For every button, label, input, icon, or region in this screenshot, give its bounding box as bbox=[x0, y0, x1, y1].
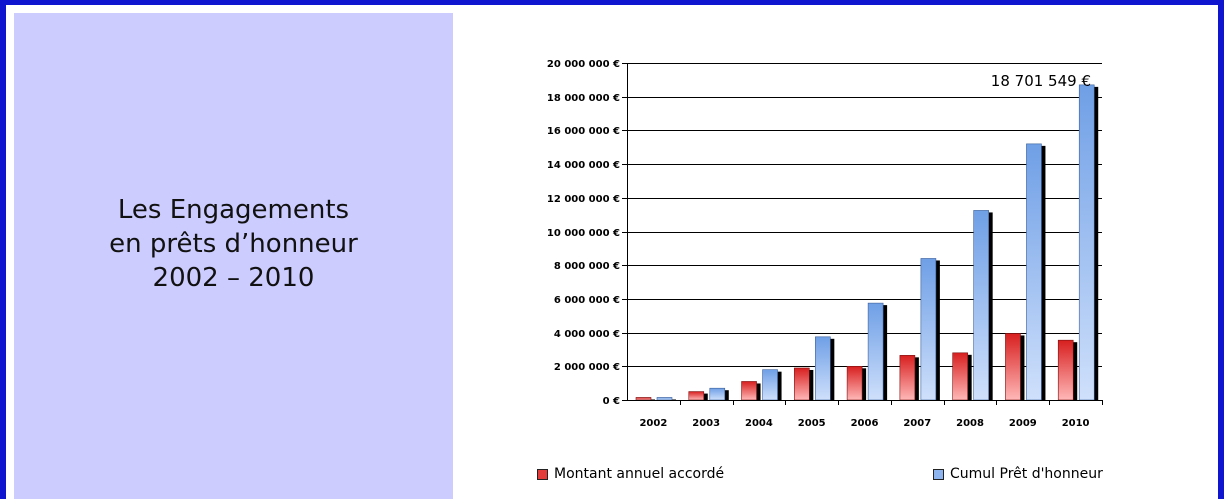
x-tick-label: 2006 bbox=[851, 418, 879, 429]
title-line-3: 2002 – 2010 bbox=[152, 263, 315, 293]
bar-cumul bbox=[815, 336, 831, 401]
y-tick-label: 16 000 000 € bbox=[547, 126, 620, 137]
x-tick-label: 2004 bbox=[745, 418, 773, 429]
y-tick-label: 6 000 000 € bbox=[554, 295, 620, 306]
legend-swatch-cumul bbox=[933, 468, 944, 480]
bar-annual bbox=[1057, 339, 1074, 401]
legend-label-annual: Montant annuel accordé bbox=[554, 466, 725, 482]
bar-annual bbox=[952, 352, 968, 401]
y-tick-label: 0 € bbox=[603, 396, 620, 407]
y-tick-label: 14 000 000 € bbox=[547, 160, 620, 171]
x-tick-label: 2003 bbox=[692, 418, 720, 429]
title-line-2: en prêts d’honneur bbox=[109, 229, 358, 259]
x-tick-label: 2008 bbox=[956, 418, 984, 429]
bar-cumul bbox=[1026, 143, 1042, 401]
y-tick-label: 8 000 000 € bbox=[554, 261, 620, 272]
bar-cumul bbox=[762, 369, 778, 401]
title-line-1: Les Engagements bbox=[117, 195, 350, 225]
slide-title: Les Engagements en prêts d’honneur 2002 … bbox=[109, 193, 358, 295]
legend-label-cumul: Cumul Prêt d'honneur bbox=[950, 466, 1103, 482]
y-tick-label: 10 000 000 € bbox=[547, 228, 620, 239]
bar-cumul bbox=[656, 397, 673, 401]
x-tick-label: 2007 bbox=[903, 418, 931, 429]
y-tick-label: 18 000 000 € bbox=[547, 93, 620, 104]
bar-annual bbox=[688, 391, 705, 401]
x-tick-label: 2009 bbox=[1009, 418, 1037, 429]
y-tick-label: 12 000 000 € bbox=[547, 194, 620, 205]
y-tick-label: 2 000 000 € bbox=[554, 362, 620, 373]
bar-annual bbox=[899, 355, 916, 401]
bar-annual bbox=[1005, 333, 1021, 401]
bar-cumul bbox=[709, 387, 726, 401]
bar-annual bbox=[635, 397, 652, 401]
x-tick-label: 2010 bbox=[1062, 418, 1090, 429]
legend-item-annual: Montant annuel accordé bbox=[537, 466, 724, 482]
bar-annual bbox=[794, 367, 810, 401]
y-tick-label: 4 000 000 € bbox=[554, 329, 620, 340]
bar-annual bbox=[741, 381, 757, 401]
legend-item-cumul: Cumul Prêt d'honneur bbox=[933, 466, 1103, 482]
bar-cumul bbox=[867, 302, 884, 401]
x-tick-label: 2002 bbox=[639, 418, 667, 429]
y-tick-label: 20 000 000 € bbox=[547, 59, 620, 70]
legend-swatch-annual bbox=[537, 468, 548, 480]
bar-cumul bbox=[920, 258, 937, 401]
bar-cumul bbox=[1078, 84, 1095, 401]
bar-cumul bbox=[973, 210, 989, 401]
bar-annual bbox=[846, 365, 863, 401]
x-tick-label: 2005 bbox=[798, 418, 826, 429]
title-panel: Les Engagements en prêts d’honneur 2002 … bbox=[14, 13, 453, 499]
data-label-cumul-2010: 18 701 549 € bbox=[991, 72, 1091, 90]
